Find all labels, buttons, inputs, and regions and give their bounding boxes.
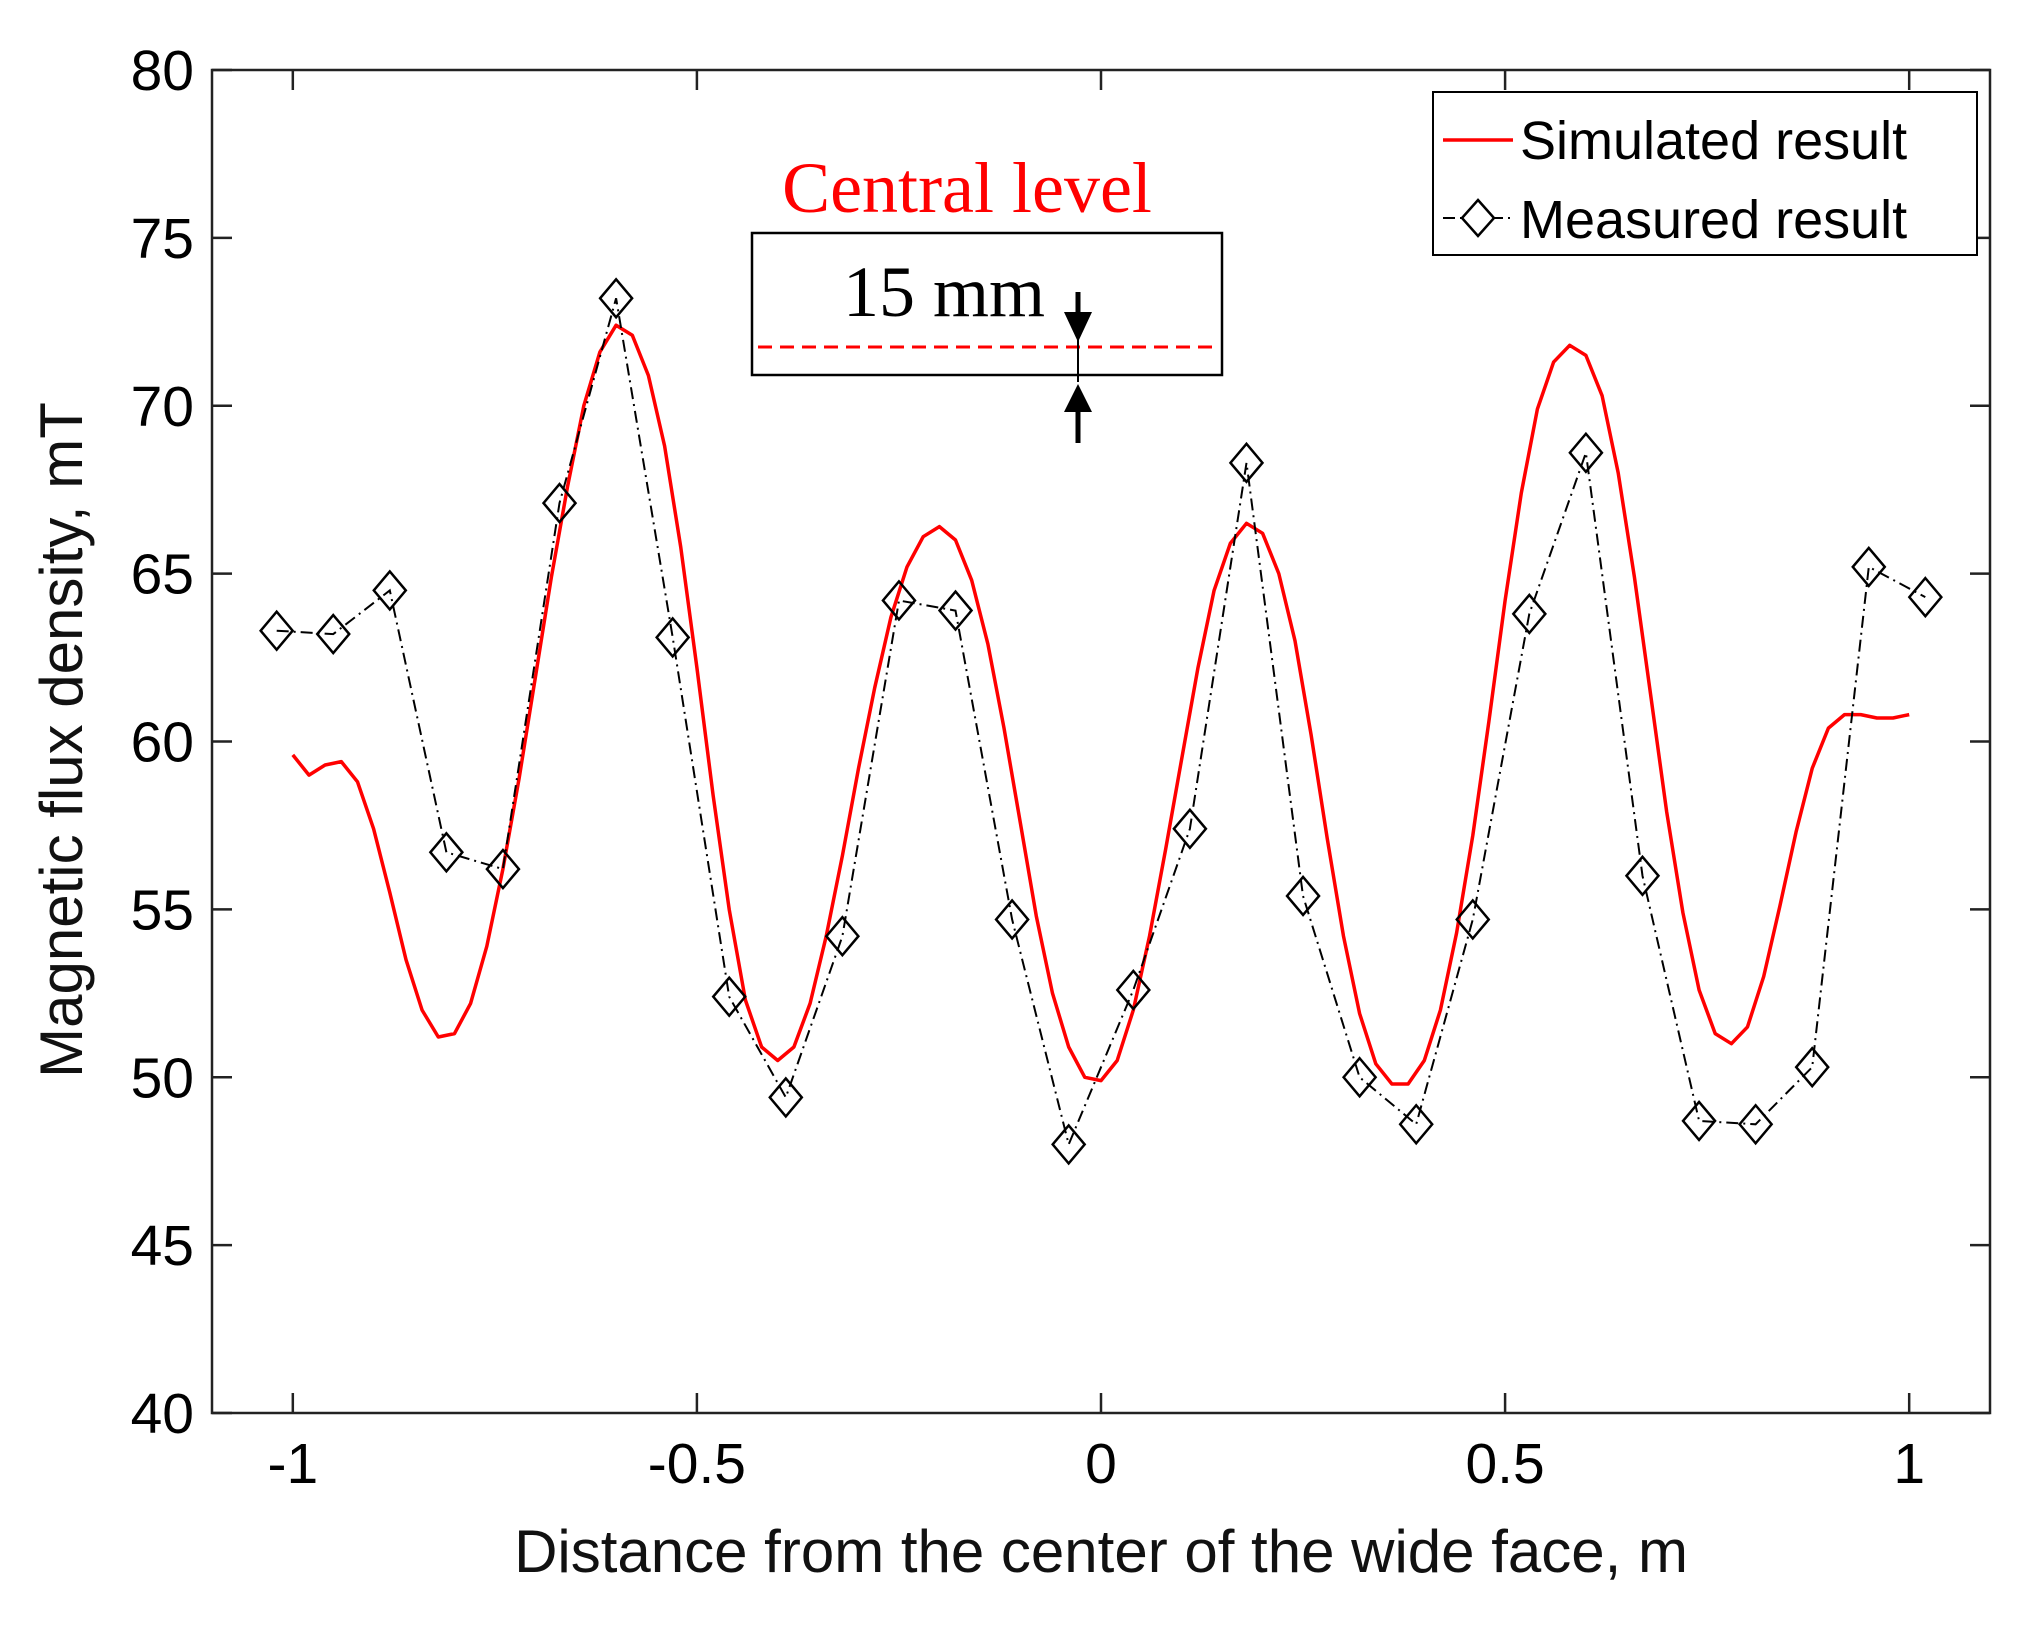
- central-level-inset: Central level 15 mm: [750, 148, 1224, 443]
- y-axis-label: Magnetic flux density, mT: [28, 402, 95, 1078]
- x-tick-label: 0.5: [1465, 1432, 1544, 1496]
- measured-point: [1511, 592, 1547, 635]
- x-tick-label: 1: [1893, 1432, 1925, 1496]
- y-tick-label: 80: [131, 39, 194, 103]
- measured-point: [1907, 576, 1943, 619]
- legend-simulated-label: Simulated result: [1520, 111, 1907, 171]
- y-tick-label: 40: [131, 1382, 194, 1446]
- measured-point: [315, 613, 351, 656]
- y-tick-label: 65: [131, 543, 194, 607]
- measured-point: [598, 277, 634, 320]
- measured-point: [1624, 854, 1661, 897]
- measured-point: [711, 975, 747, 1018]
- measured-point: [541, 482, 578, 525]
- measured-point: [1285, 875, 1321, 917]
- measured-point: [1455, 898, 1491, 941]
- measured-point: [655, 616, 691, 659]
- distance-label: 15 mm: [843, 252, 1045, 332]
- measured-point: [937, 589, 974, 632]
- measured-point: [1172, 807, 1208, 850]
- legend-diamond-icon: [1460, 198, 1496, 238]
- y-tick-label: 70: [131, 375, 194, 439]
- measured-point: [1737, 1103, 1774, 1146]
- simulated-line: [291, 323, 1910, 1086]
- inset-box: [750, 231, 1224, 377]
- y-tick-label: 75: [131, 207, 194, 271]
- y-tick-label: 45: [131, 1214, 194, 1278]
- measured-line: [276, 298, 1926, 1148]
- measured-point: [485, 848, 521, 891]
- x-tick-label: -1: [267, 1432, 318, 1496]
- legend: Simulated result Measured result: [1432, 91, 1978, 256]
- central-level-label: Central level: [782, 148, 1152, 228]
- measured-point: [994, 898, 1030, 941]
- measured-point: [372, 569, 408, 612]
- measured-point: [1681, 1099, 1717, 1142]
- down-arrow-icon: [1064, 312, 1092, 342]
- y-tick-label: 55: [131, 878, 194, 942]
- measured-series: [259, 277, 1943, 1166]
- y-tick-label: 50: [131, 1046, 194, 1110]
- x-axis-label: Distance from the center of the wide fac…: [514, 1518, 1688, 1585]
- legend-box: [1432, 91, 1978, 256]
- simulated-series: [291, 323, 1910, 1086]
- measured-point: [1228, 441, 1265, 484]
- measured-point: [824, 915, 861, 958]
- measured-point: [1851, 545, 1887, 588]
- measured-point: [1341, 1056, 1378, 1099]
- measured-point: [259, 609, 295, 652]
- x-tick-label: 0: [1085, 1432, 1117, 1496]
- measured-point: [1568, 431, 1604, 474]
- measured-point: [1794, 1046, 1830, 1089]
- measured-point: [1398, 1103, 1434, 1146]
- x-tick-label: -0.5: [648, 1432, 746, 1496]
- measured-point: [428, 831, 465, 874]
- measured-point: [768, 1076, 804, 1119]
- up-arrow-icon: [1064, 384, 1092, 412]
- measured-point: [1051, 1123, 1087, 1166]
- y-tick-label: 60: [131, 711, 194, 775]
- y-axis-ticks: 40 45 50 55 60 65 70 75 80: [131, 39, 1990, 1446]
- legend-measured-label: Measured result: [1520, 190, 1907, 250]
- measured-point: [881, 579, 917, 622]
- x-axis-ticks: -1 -0.5 0 0.5 1: [267, 70, 1925, 1496]
- measured-point: [1115, 969, 1151, 1011]
